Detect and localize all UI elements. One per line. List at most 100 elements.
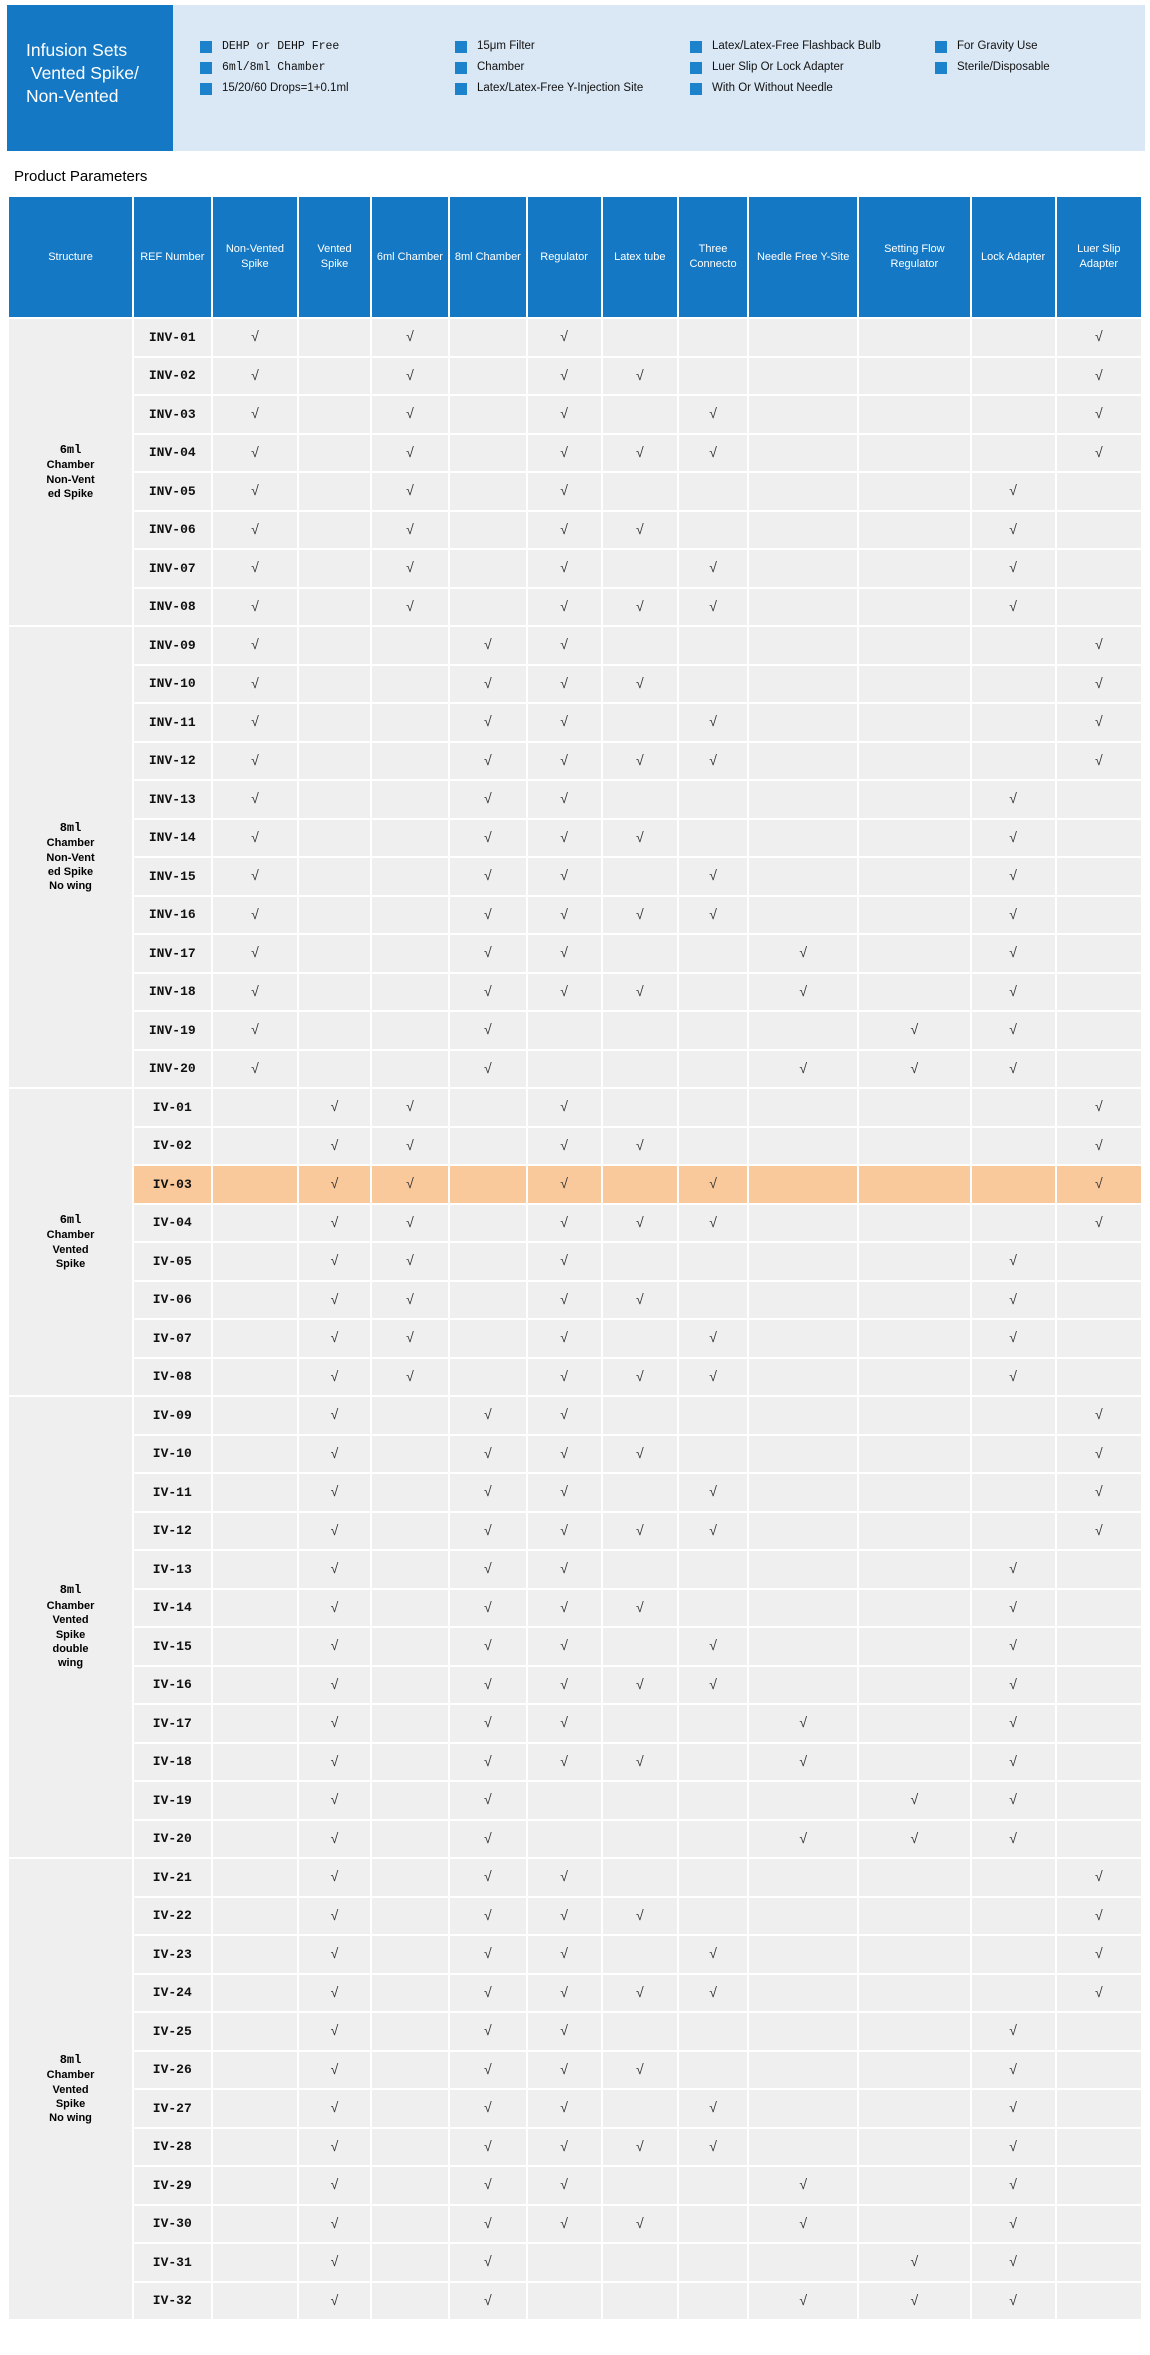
feature-cell-luer: √ [1056, 357, 1141, 394]
feature-cell-nfy [749, 319, 858, 356]
check-icon: √ [1009, 2022, 1017, 2039]
feature-cell-lock: √ [971, 473, 1055, 510]
table-row: IV-03 √ √ √ √ √ [9, 1166, 1141, 1203]
feature-cell-luer [1056, 2282, 1141, 2319]
check-icon: √ [635, 520, 644, 537]
feature-item: 15μm Filter [455, 40, 682, 53]
ref-cell: IV-19 [134, 1782, 211, 1819]
feature-cell-lock [971, 357, 1055, 394]
table-row: INV-05 √ √ √ √ [9, 473, 1141, 510]
feature-cell-lock [971, 434, 1055, 471]
feature-cell-luer [1056, 511, 1141, 548]
check-icon: √ [484, 1906, 492, 1923]
check-icon: √ [1009, 1560, 1017, 1577]
feature-cell-reg: √ [527, 1666, 601, 1703]
feature-cell-nfy [749, 781, 858, 818]
table-row: INV-07 √ √ √ √ √ [9, 550, 1141, 587]
check-icon: √ [330, 1868, 339, 1885]
check-icon: √ [709, 1483, 717, 1500]
feature-cell-nv [212, 1551, 298, 1588]
table-row: INV-02 √ √ √ √ √ [9, 357, 1141, 394]
feature-cell-thr [678, 1551, 748, 1588]
column-header-nfy: Needle Free Y-Site [749, 197, 858, 317]
feature-cell-sfr [859, 2205, 970, 2242]
feature-cell-lat [602, 2244, 677, 2281]
feature-cell-nv [212, 1397, 298, 1434]
check-icon: √ [709, 1213, 717, 1230]
feature-cell-reg: √ [527, 2205, 601, 2242]
feature-cell-reg: √ [527, 1243, 601, 1280]
structure-label-line: No wing [49, 880, 92, 893]
table-row: IV-11 √ √ √ √ √ [9, 1474, 1141, 1511]
check-icon: √ [1009, 1059, 1017, 1076]
feature-cell-lock [971, 319, 1055, 356]
feature-cell-c8: √ [450, 2051, 526, 2088]
table-row: IV-25 √ √ √ √ [9, 2013, 1141, 2050]
feature-cell-luer [1056, 1281, 1141, 1318]
feature-cell-v: √ [299, 2282, 370, 2319]
feature-cell-c8: √ [450, 2282, 526, 2319]
feature-cell-reg: √ [527, 511, 601, 548]
feature-cell-c8: √ [450, 2205, 526, 2242]
feature-cell-thr [678, 2205, 748, 2242]
structure-cell-section-4: 8ml Chamber Vented Spike double wing [9, 1397, 133, 1857]
check-icon: √ [560, 1406, 568, 1423]
check-icon: √ [560, 1444, 568, 1461]
check-icon: √ [484, 905, 492, 922]
check-icon: √ [560, 982, 568, 999]
feature-cell-lat: √ [602, 1512, 677, 1549]
check-icon: √ [330, 1213, 339, 1230]
feature-cell-lat: √ [602, 2051, 677, 2088]
feature-cell-nv [212, 1897, 298, 1934]
feature-cell-thr: √ [678, 1974, 748, 2011]
feature-cell-thr: √ [678, 2090, 748, 2127]
feature-cell-v: √ [299, 1358, 370, 1395]
feature-cell-c8 [450, 1243, 526, 1280]
structure-label-line: Non-Vent [46, 473, 95, 486]
feature-cell-sfr [859, 588, 970, 625]
check-icon: √ [1009, 1290, 1017, 1307]
table-row: INV-13 √ √ √ √ [9, 781, 1141, 818]
feature-cell-lat [602, 2090, 677, 2127]
feature-cell-thr: √ [678, 1358, 748, 1395]
feature-cell-c6 [371, 973, 449, 1010]
feature-cell-reg: √ [527, 819, 601, 856]
feature-cell-sfr [859, 704, 970, 741]
table-row: IV-18 √ √ √ √ √ √ [9, 1743, 1141, 1780]
feature-cell-sfr: √ [859, 1820, 970, 1857]
structure-cell-section-5: 8ml Chamber Vented Spike No wing [9, 1859, 133, 2319]
check-icon: √ [406, 482, 414, 499]
feature-cell-thr [678, 627, 748, 664]
ref-cell: INV-16 [134, 896, 211, 933]
feature-cell-c8: √ [450, 935, 526, 972]
feature-cell-v: √ [299, 2013, 370, 2050]
feature-cell-luer: √ [1056, 396, 1141, 433]
feature-cell-sfr [859, 1974, 970, 2011]
check-icon: √ [910, 1829, 919, 1846]
check-icon: √ [709, 2099, 717, 2116]
check-icon: √ [560, 405, 568, 422]
column-header-sfr: Setting Flow Regulator [859, 197, 970, 317]
table-row: INV-03 √ √ √ √ √ [9, 396, 1141, 433]
check-icon: √ [330, 1098, 339, 1115]
feature-cell-lat [602, 858, 677, 895]
feature-cell-c8 [450, 550, 526, 587]
feature-cell-luer [1056, 550, 1141, 587]
feature-cell-lock: √ [971, 1628, 1055, 1665]
feature-cell-sfr [859, 1666, 970, 1703]
check-icon: √ [560, 2137, 568, 2154]
table-row: IV-13 √ √ √ √ [9, 1551, 1141, 1588]
feature-cell-sfr [859, 1204, 970, 1241]
ref-cell: INV-03 [134, 396, 211, 433]
check-icon: √ [330, 1367, 339, 1384]
structure-label-line: 8ml [59, 2052, 82, 2067]
feature-cell-nv: √ [212, 858, 298, 895]
check-icon: √ [484, 674, 492, 691]
bullet-square-icon [690, 83, 702, 95]
ref-cell: INV-07 [134, 550, 211, 587]
table-row: IV-22 √ √ √ √ √ [9, 1897, 1141, 1934]
ref-cell: IV-14 [134, 1589, 211, 1626]
ref-cell: IV-29 [134, 2167, 211, 2204]
check-icon: √ [635, 597, 644, 614]
feature-cell-c6: √ [371, 1358, 449, 1395]
